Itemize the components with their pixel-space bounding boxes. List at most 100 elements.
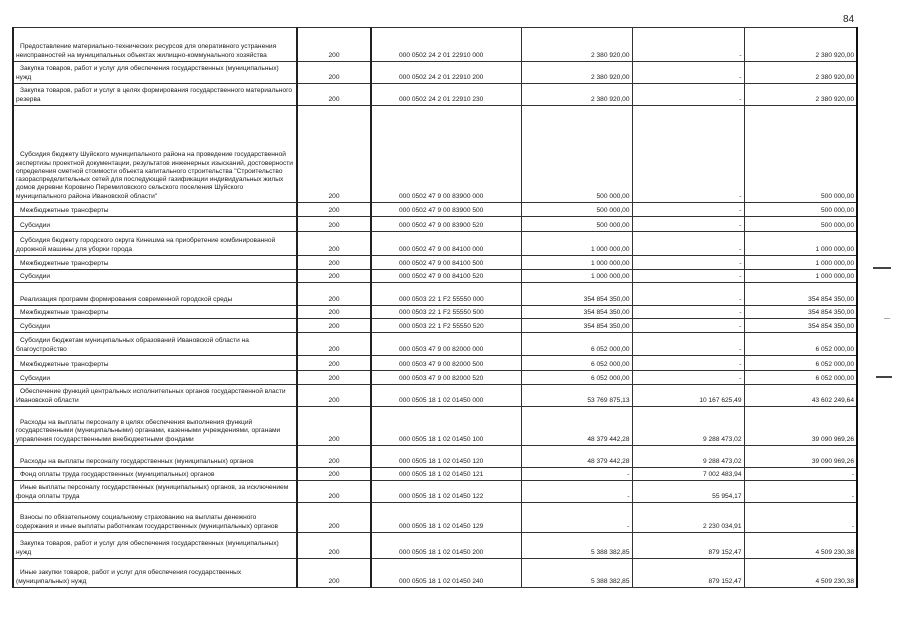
row-code-text: 200: [328, 374, 340, 382]
row-code-text: 200: [328, 95, 340, 103]
row-kbk: 000 0502 47 9 00 84100 520: [370, 269, 522, 283]
row-executed-text: -: [739, 245, 742, 253]
row-name: Субсидии: [12, 216, 298, 232]
row-kbk: 000 0502 47 9 00 84100 500: [370, 255, 522, 270]
row-kbk: 000 0503 22 1 F2 55550 000: [370, 282, 522, 306]
row-kbk: 000 0505 18 1 02 01450 200: [370, 532, 522, 559]
row-kbk: 000 0502 24 2 01 22910 230: [370, 83, 522, 106]
row-code: 200: [296, 558, 372, 588]
budget-execution-table: Предоставление материально-технических р…: [12, 27, 858, 588]
row-executed: -: [631, 318, 745, 333]
row-approved: 354 854 350,00: [520, 318, 633, 333]
row-approved: -: [520, 467, 633, 481]
row-code: 200: [296, 445, 372, 468]
row-kbk: 000 0505 18 1 02 01450 129: [370, 502, 522, 533]
row-kbk-text: 000 0502 47 9 00 83900 520: [399, 221, 484, 229]
row-name-text: Закупка товаров, работ и услуг для обесп…: [16, 65, 279, 81]
row-name-text: Субсидия бюджету Шуйского муниципального…: [16, 151, 293, 200]
row-unexecuted: 2 380 920,00: [743, 27, 858, 62]
row-approved: 2 380 920,00: [520, 83, 633, 106]
row-approved: -: [520, 502, 633, 533]
row-kbk: 000 0503 47 9 00 82000 520: [370, 370, 522, 385]
row-approved: 1 000 000,00: [520, 231, 633, 256]
row-executed-text: -: [739, 259, 742, 267]
row-approved-text: -: [627, 470, 630, 478]
row-unexecuted-text: 2 380 920,00: [815, 51, 854, 59]
row-approved: 48 379 442,28: [520, 406, 633, 446]
row-name-text: Закупка товаров, работ и услуг для обесп…: [16, 540, 279, 556]
row-name: Закупка товаров, работ и услуг для обесп…: [12, 61, 298, 84]
row-code: 200: [296, 384, 372, 407]
row-name: Расходы на выплаты персоналу государстве…: [12, 445, 298, 468]
row-code: 200: [296, 305, 372, 319]
row-executed-text: -: [739, 345, 742, 353]
scan-mark: [884, 318, 890, 319]
row-executed-text: 10 167 625,49: [699, 396, 742, 404]
row-approved: 354 854 350,00: [520, 282, 633, 306]
row-name-text: Межбюджетные трансферты: [20, 308, 109, 316]
row-approved-text: 6 052 000,00: [590, 345, 630, 353]
row-approved-text: 6 052 000,00: [590, 374, 630, 382]
row-unexecuted-text: -: [851, 470, 854, 478]
table-row: Субсидии 200 000 0502 47 9 00 84100 520 1 0…: [12, 269, 858, 283]
row-executed: -: [631, 231, 745, 256]
row-name-text: Иные выплаты персоналу государственных (…: [16, 484, 289, 500]
row-code-text: 200: [328, 360, 340, 368]
row-approved-text: 354 854 350,00: [583, 295, 630, 303]
row-code-text: 200: [328, 322, 340, 330]
row-executed: 55 954,17: [631, 480, 745, 503]
row-unexecuted: 4 509 230,38: [743, 532, 858, 559]
row-code: 200: [296, 332, 372, 356]
table-row: Субсидия бюджету Шуйского муниципального…: [12, 105, 858, 203]
row-executed: -: [631, 216, 745, 232]
table-row: Обеспечение функций центральных исполнит…: [12, 384, 858, 407]
row-kbk-text: 000 0502 47 9 00 84100 500: [399, 259, 484, 267]
row-approved: 6 052 000,00: [520, 370, 633, 385]
row-kbk-text: 000 0505 18 1 02 01450 120: [399, 457, 484, 465]
row-unexecuted: 500 000,00: [743, 202, 858, 217]
row-kbk-text: 000 0502 47 9 00 84100 520: [399, 272, 484, 280]
row-executed-text: -: [739, 360, 742, 368]
row-executed: 9 288 473,02: [631, 406, 745, 446]
row-code: 200: [296, 502, 372, 533]
row-kbk-text: 000 0503 22 1 F2 55550 520: [399, 322, 484, 330]
row-approved-text: 5 388 382,85: [590, 577, 630, 585]
row-kbk-text: 000 0502 24 2 01 22910 000: [399, 51, 484, 59]
row-approved: 5 388 382,85: [520, 558, 633, 588]
row-code-text: 200: [328, 51, 340, 59]
row-unexecuted-text: 6 052 000,00: [815, 345, 854, 353]
table-row: Взносы по обязательному социальному стра…: [12, 502, 858, 533]
scan-mark: [873, 267, 891, 269]
row-executed: 879 152,47: [631, 532, 745, 559]
table-row: Реализация программ формирования совреме…: [12, 282, 858, 306]
row-name: Закупка товаров, работ и услуг для обесп…: [12, 532, 298, 559]
row-executed-text: -: [739, 206, 742, 214]
row-unexecuted-text: -: [851, 492, 854, 500]
row-unexecuted-text: 39 090 969,26: [811, 435, 854, 443]
row-approved-text: 500 000,00: [596, 221, 630, 229]
row-name-text: Субсидии: [20, 322, 51, 330]
row-code-text: 200: [328, 221, 340, 229]
row-approved-text: 53 769 875,13: [587, 396, 630, 404]
row-kbk-text: 000 0505 18 1 02 01450 121: [399, 470, 484, 478]
row-code-text: 200: [328, 522, 340, 530]
row-executed-text: -: [739, 308, 742, 316]
row-unexecuted: 1 000 000,00: [743, 269, 858, 283]
row-unexecuted-text: 43 602 249,64: [811, 396, 854, 404]
table-row: Расходы на выплаты персоналу в целях обе…: [12, 406, 858, 446]
row-kbk-text: 000 0505 18 1 02 01450 122: [399, 492, 484, 500]
row-name-text: Субсидии: [20, 374, 51, 382]
row-code: 200: [296, 467, 372, 481]
row-code-text: 200: [328, 492, 340, 500]
row-kbk-text: 000 0502 24 2 01 22910 230: [399, 95, 484, 103]
row-unexecuted: 6 052 000,00: [743, 355, 858, 371]
row-kbk: 000 0502 47 9 00 83900 000: [370, 105, 522, 203]
row-unexecuted-text: 39 090 969,26: [811, 457, 854, 465]
row-code-text: 200: [328, 577, 340, 585]
row-executed: 879 152,47: [631, 558, 745, 588]
row-code-text: 200: [328, 345, 340, 353]
row-unexecuted: -: [743, 480, 858, 503]
row-name-text: Расходы на выплаты персоналу государстве…: [20, 457, 254, 465]
row-approved-text: 500 000,00: [596, 192, 630, 200]
table-row: Субсидии 200 000 0503 47 9 00 82000 520 6 0…: [12, 370, 858, 385]
